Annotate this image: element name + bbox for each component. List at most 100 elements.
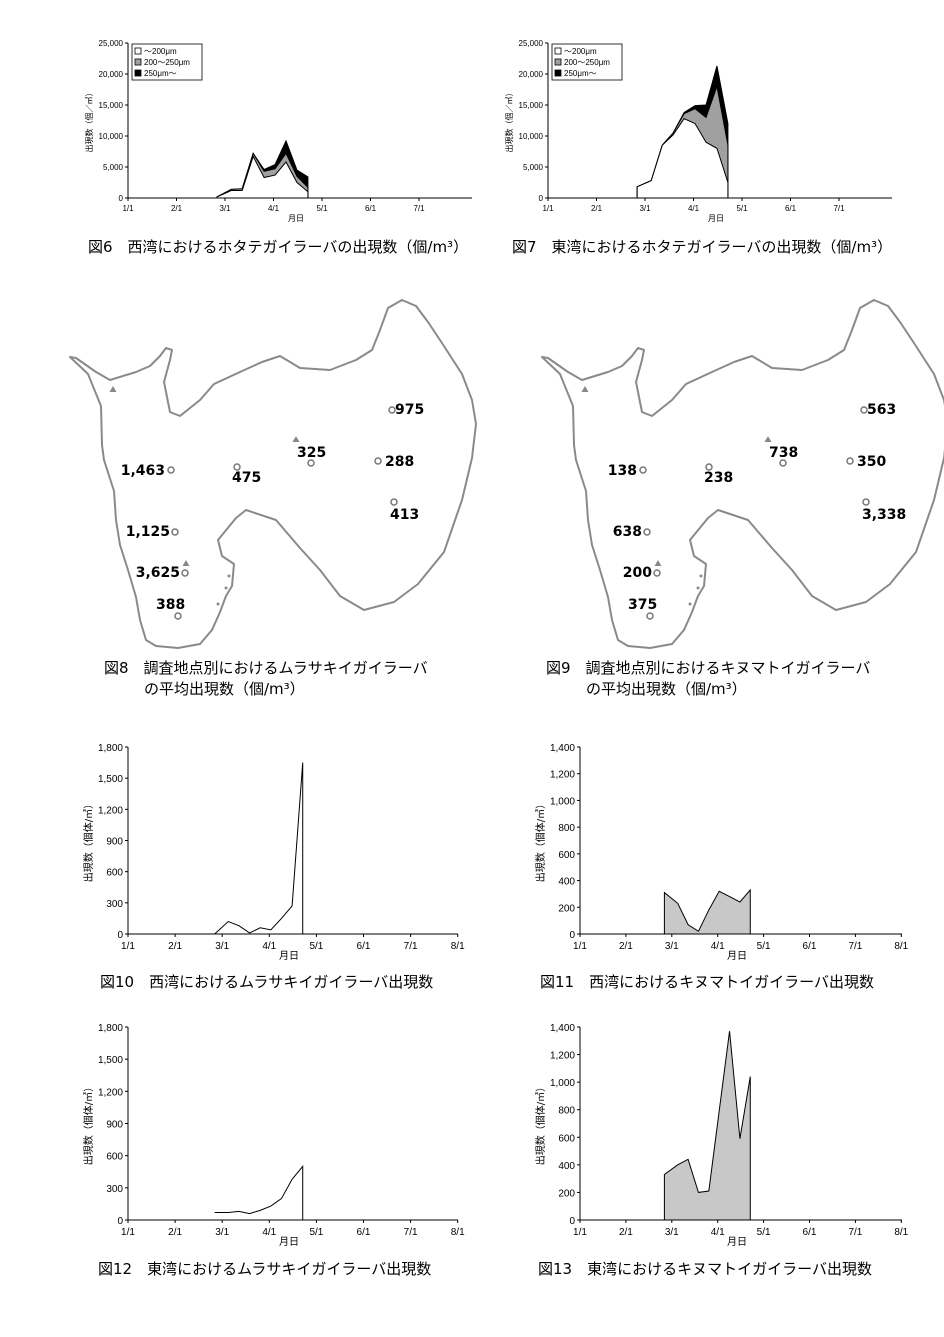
station-value: 1,463 xyxy=(121,463,165,479)
y-tick-label: 600 xyxy=(106,868,123,879)
y-tick-label: 1,500 xyxy=(98,1055,123,1066)
y-tick-label: 800 xyxy=(558,823,575,834)
chart-fig10: 0 300 600 900 1,200 1,500 1,800 1/1 2/1 3/1 4/1 5/1… xyxy=(0,730,472,1000)
x-tick-label: 2/1 xyxy=(619,941,633,952)
x-tick-label: 4/1 xyxy=(268,204,280,213)
station-marker xyxy=(646,612,654,620)
area-series-1 xyxy=(216,155,309,199)
y-tick-label: 0 xyxy=(569,930,575,941)
chart-fig12-svg: 0 300 600 900 1,200 1,500 1,800 1/1 2/1 3/1 4/1 5/1… xyxy=(82,1023,465,1248)
islet xyxy=(216,602,220,606)
x-tick-label: 7/1 xyxy=(413,204,425,213)
station-value: 738 xyxy=(769,445,798,461)
x-tick-label: 5/1 xyxy=(757,941,771,952)
y-tick-label: 1,200 xyxy=(550,1051,575,1062)
x-tick-label: 8/1 xyxy=(451,1227,465,1238)
y-tick-label: 300 xyxy=(106,1184,123,1195)
y-tick-label: 25,000 xyxy=(99,39,124,48)
map-fig8: 1,463 475 325 975 288 413 1,125 3,625 388 図8 調査地… xyxy=(0,290,477,710)
station-triangle xyxy=(654,560,662,566)
x-tick-label: 7/1 xyxy=(404,1227,418,1238)
y-tick-label: 1,800 xyxy=(98,1023,123,1034)
y-tick-label: 0 xyxy=(119,194,124,203)
coastline xyxy=(69,299,477,649)
x-tick-label: 3/1 xyxy=(215,941,229,952)
x-tick-label: 1/1 xyxy=(121,1227,135,1238)
station-value: 563 xyxy=(867,402,896,418)
caption-fig12: 図12 東湾におけるムラサキイガイラーバ出現数 xyxy=(98,1260,432,1278)
y-tick-label: 400 xyxy=(558,1161,575,1172)
legend-label: 200～250μm xyxy=(564,58,610,67)
station-value: 638 xyxy=(613,524,642,540)
legend-box xyxy=(131,43,203,81)
x-tick-label: 1/1 xyxy=(573,941,587,952)
x-tick-label: 5/1 xyxy=(309,1227,323,1238)
chart-fig10-svg: 0 300 600 900 1,200 1,500 1,800 1/1 2/1 3/1 4/1 5/1… xyxy=(82,743,465,962)
x-tick-label: 6/1 xyxy=(785,204,797,213)
x-tick-label: 2/1 xyxy=(591,204,603,213)
y-tick-label: 0 xyxy=(117,930,123,941)
station-value: 975 xyxy=(395,402,424,418)
x-tick-label: 7/1 xyxy=(404,941,418,952)
chart-fig11: 0 200 400 600 800 1,000 1,200 1,400 1/1 2/1 3/1 4/1… xyxy=(472,730,944,1000)
x-tick-label: 6/1 xyxy=(365,204,377,213)
station-triangle xyxy=(109,386,117,392)
chart-fig7-svg: 0 5,000 10,000 15,000 20,000 25,000 1/1 2/1 3/1 4… xyxy=(504,39,892,223)
station-marker xyxy=(174,612,182,620)
x-tick-label: 2/1 xyxy=(168,941,182,952)
y-tick-label: 1,500 xyxy=(98,774,123,785)
x-tick-label: 5/1 xyxy=(309,941,323,952)
station-triangle xyxy=(764,436,772,442)
x-tick-label: 4/1 xyxy=(262,941,276,952)
station-value: 350 xyxy=(857,454,886,470)
x-tick-label: 8/1 xyxy=(894,1227,908,1238)
caption-fig7: 図7 東湾におけるホタテガイラーバの出現数（個/m³） xyxy=(512,238,893,256)
caption-fig8-line1: 図8 調査地点別におけるムラサキイガイラーバ xyxy=(104,659,428,677)
caption-fig9: 図9 調査地点別におけるキヌマトイガイラーバ の平均出現数（個/m³） xyxy=(546,657,870,699)
x-tick-label: 4/1 xyxy=(688,204,700,213)
x-tick-label: 7/1 xyxy=(848,941,862,952)
x-tick-label: 7/1 xyxy=(833,204,845,213)
x-tick-label: 6/1 xyxy=(803,1227,817,1238)
x-tick-label: 2/1 xyxy=(171,204,183,213)
y-axis-label: 出現数（個体/㎥） xyxy=(534,1082,547,1165)
x-tick-label: 4/1 xyxy=(262,1227,276,1238)
y-tick-label: 10,000 xyxy=(99,132,124,141)
y-tick-label: 0 xyxy=(569,1216,575,1227)
y-tick-label: 20,000 xyxy=(519,70,544,79)
islet xyxy=(224,586,228,590)
station-marker xyxy=(374,457,382,465)
area-series-1 xyxy=(636,118,729,199)
x-tick-label: 2/1 xyxy=(619,1227,633,1238)
station-value: 138 xyxy=(608,463,637,479)
station-marker xyxy=(390,498,398,506)
y-tick-label: 400 xyxy=(558,877,575,888)
y-tick-label: 1,000 xyxy=(550,796,575,807)
x-tick-label: 6/1 xyxy=(803,941,817,952)
legend-label: ～200μm xyxy=(144,47,177,56)
map-fig8-svg: 1,463 475 325 975 288 413 1,125 3,625 388 xyxy=(69,299,477,649)
station-value: 3,625 xyxy=(136,565,180,581)
legend-label: 250μm～ xyxy=(564,69,597,78)
coastline xyxy=(541,299,944,649)
caption-fig10: 図10 西湾におけるムラサキイガイラーバ出現数 xyxy=(100,973,434,991)
x-tick-label: 6/1 xyxy=(357,1227,371,1238)
station-value: 325 xyxy=(297,445,326,461)
area-series xyxy=(663,1031,751,1221)
y-tick-label: 5,000 xyxy=(103,163,124,172)
islet xyxy=(227,574,231,578)
legend-swatch xyxy=(554,69,562,77)
station-marker xyxy=(167,466,175,474)
chart-fig13: 0 200 400 600 800 1,000 1,200 1,400 1/1 2/1 3/1 4/1… xyxy=(472,1015,944,1295)
x-tick-label: 8/1 xyxy=(894,941,908,952)
y-tick-label: 20,000 xyxy=(99,70,124,79)
y-tick-label: 900 xyxy=(106,1120,123,1131)
y-tick-label: 1,200 xyxy=(98,805,123,816)
station-marker xyxy=(705,463,713,471)
legend-label: 200～250μm xyxy=(144,58,190,67)
chart-fig13-svg: 0 200 400 600 800 1,000 1,200 1,400 1/1 2/1 3/1 4/1… xyxy=(534,1023,909,1248)
legend-swatch xyxy=(554,47,562,55)
y-tick-label: 15,000 xyxy=(99,101,124,110)
x-tick-label: 6/1 xyxy=(357,941,371,952)
station-triangle xyxy=(581,386,589,392)
